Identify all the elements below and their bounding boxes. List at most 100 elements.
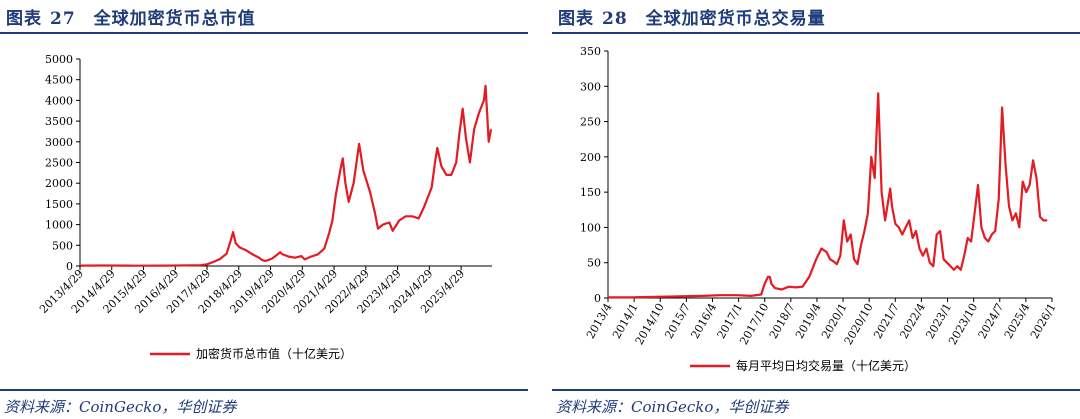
data-point (348, 201, 350, 203)
data-point (352, 182, 355, 184)
data-point (344, 182, 347, 184)
data-point (977, 184, 979, 186)
data-point (984, 237, 986, 239)
data-point (970, 240, 972, 243)
data-point (265, 260, 267, 262)
data-point (490, 128, 492, 130)
data-point (607, 296, 609, 298)
title-rule (552, 32, 1080, 34)
data-point (328, 232, 330, 234)
y-tick-label: 100 (580, 221, 601, 234)
data-point (894, 223, 896, 225)
data-point (445, 174, 448, 176)
data-point (887, 198, 890, 200)
data-point (279, 251, 281, 253)
data-point (736, 294, 738, 296)
data-point (829, 258, 831, 260)
data-point (898, 226, 900, 229)
data-point (469, 161, 471, 164)
data-point (832, 260, 835, 262)
data-point (901, 233, 903, 236)
data-point (915, 230, 917, 232)
data-point (788, 286, 790, 288)
source-note: 资料来源：CoinGecko，华创证券 (4, 398, 237, 416)
data-point (905, 226, 907, 229)
data-point (310, 255, 312, 258)
data-point (199, 264, 202, 266)
data-point (1025, 191, 1027, 193)
y-tick-label: 300 (580, 80, 601, 93)
data-point (912, 237, 914, 239)
data-point (134, 265, 136, 267)
data-point (960, 269, 962, 271)
data-point (473, 128, 475, 130)
data-point (258, 257, 260, 259)
data-point (478, 112, 480, 114)
data-point (1008, 205, 1010, 207)
data-point (987, 240, 989, 243)
data-point (815, 258, 817, 260)
data-point (760, 293, 762, 296)
data-point (462, 108, 464, 110)
data-point (423, 207, 425, 209)
data-point (323, 248, 325, 250)
data-point (843, 219, 845, 221)
y-tick-label: 3000 (45, 136, 73, 149)
data-point (1001, 106, 1003, 109)
data-point (633, 296, 635, 298)
data-point (853, 258, 855, 260)
figure-label: 图表 (6, 9, 42, 29)
data-point (1039, 216, 1041, 218)
data-point (80, 264, 82, 267)
source-rule (0, 389, 528, 391)
data-point (874, 177, 876, 179)
data-point (860, 244, 862, 246)
data-point (281, 253, 283, 255)
data-point (484, 85, 487, 87)
data-point (304, 258, 306, 260)
data-point (998, 198, 1000, 200)
data-point (774, 287, 776, 289)
legend-label: 加密货币总市值（十亿美元） (196, 346, 352, 361)
data-point (1042, 219, 1044, 221)
data-point (431, 186, 433, 188)
legend-label: 每月平均日均交易量（十亿美元） (736, 358, 916, 373)
data-point (922, 255, 924, 257)
data-point (362, 170, 364, 172)
data-point (991, 233, 993, 236)
data-point (980, 226, 983, 229)
data-point (1015, 212, 1017, 214)
data-point (836, 263, 838, 265)
data-point (339, 168, 342, 170)
data-point (358, 143, 360, 145)
data-point (925, 248, 927, 250)
data-point (418, 217, 420, 219)
data-point (946, 262, 948, 264)
data-point (863, 230, 866, 232)
data-point (750, 295, 752, 297)
data-point (455, 161, 457, 164)
data-point (820, 248, 822, 250)
data-point (794, 286, 797, 289)
figure-number: 27 (50, 9, 76, 29)
market-cap-chart: 0 500 1000 1500 2000 2500 3000 3500 4000 4500 5000… (37, 53, 493, 361)
data-point (434, 161, 436, 164)
volume-chart: 0501001502002503003502013/42014/12014/10… (580, 45, 1059, 373)
data-point (335, 195, 337, 197)
data-point (967, 237, 969, 239)
figure-label: 图表 (558, 9, 594, 29)
data-point (953, 269, 955, 271)
chart-title: 图表 27 全球加密货币总市值 (6, 4, 256, 29)
data-point (219, 258, 221, 260)
y-tick-label: 1500 (45, 198, 73, 211)
data-point (856, 263, 859, 265)
series-line (608, 92, 1047, 299)
panel-volume: 图表 28 全球加密货币总交易量 0 50 100 150 200 250 300 350 2013… (552, 0, 1080, 419)
data-point (889, 188, 891, 190)
data-point (458, 132, 461, 135)
data-point (770, 283, 773, 285)
x-tick-label: 2026/1 (1028, 301, 1059, 341)
y-tick-label: 150 (580, 186, 601, 199)
data-point (440, 166, 443, 168)
data-point (942, 258, 945, 260)
